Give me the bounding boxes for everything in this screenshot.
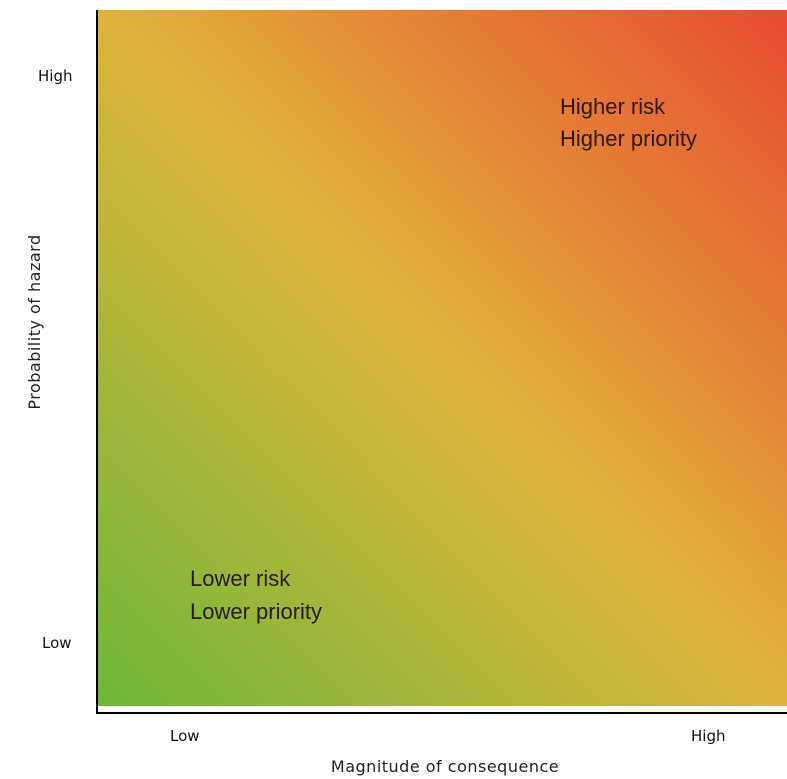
y-axis-label: Probability of hazard bbox=[25, 234, 44, 409]
annotation-lower-priority: Lower priority bbox=[190, 599, 322, 624]
y-tick-high: High bbox=[38, 67, 72, 85]
annotation-higher-risk: Higher risk bbox=[560, 94, 666, 119]
annotation-lower-risk: Lower risk bbox=[190, 566, 291, 591]
x-tick-high: High bbox=[691, 727, 725, 745]
x-axis-label: Magnitude of consequence bbox=[331, 757, 559, 776]
x-tick-low: Low bbox=[170, 727, 200, 745]
risk-gradient-area bbox=[97, 10, 787, 706]
y-tick-low: Low bbox=[42, 634, 72, 652]
annotation-higher-priority: Higher priority bbox=[560, 126, 697, 151]
